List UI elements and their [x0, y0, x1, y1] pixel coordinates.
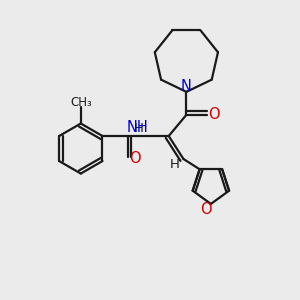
Text: N: N — [181, 79, 192, 94]
Text: O: O — [208, 107, 219, 122]
Text: H: H — [170, 158, 180, 171]
Text: CH₃: CH₃ — [70, 96, 92, 110]
Text: O: O — [200, 202, 212, 217]
Text: H: H — [134, 122, 143, 135]
Text: NH: NH — [126, 120, 148, 135]
Text: O: O — [129, 151, 141, 166]
